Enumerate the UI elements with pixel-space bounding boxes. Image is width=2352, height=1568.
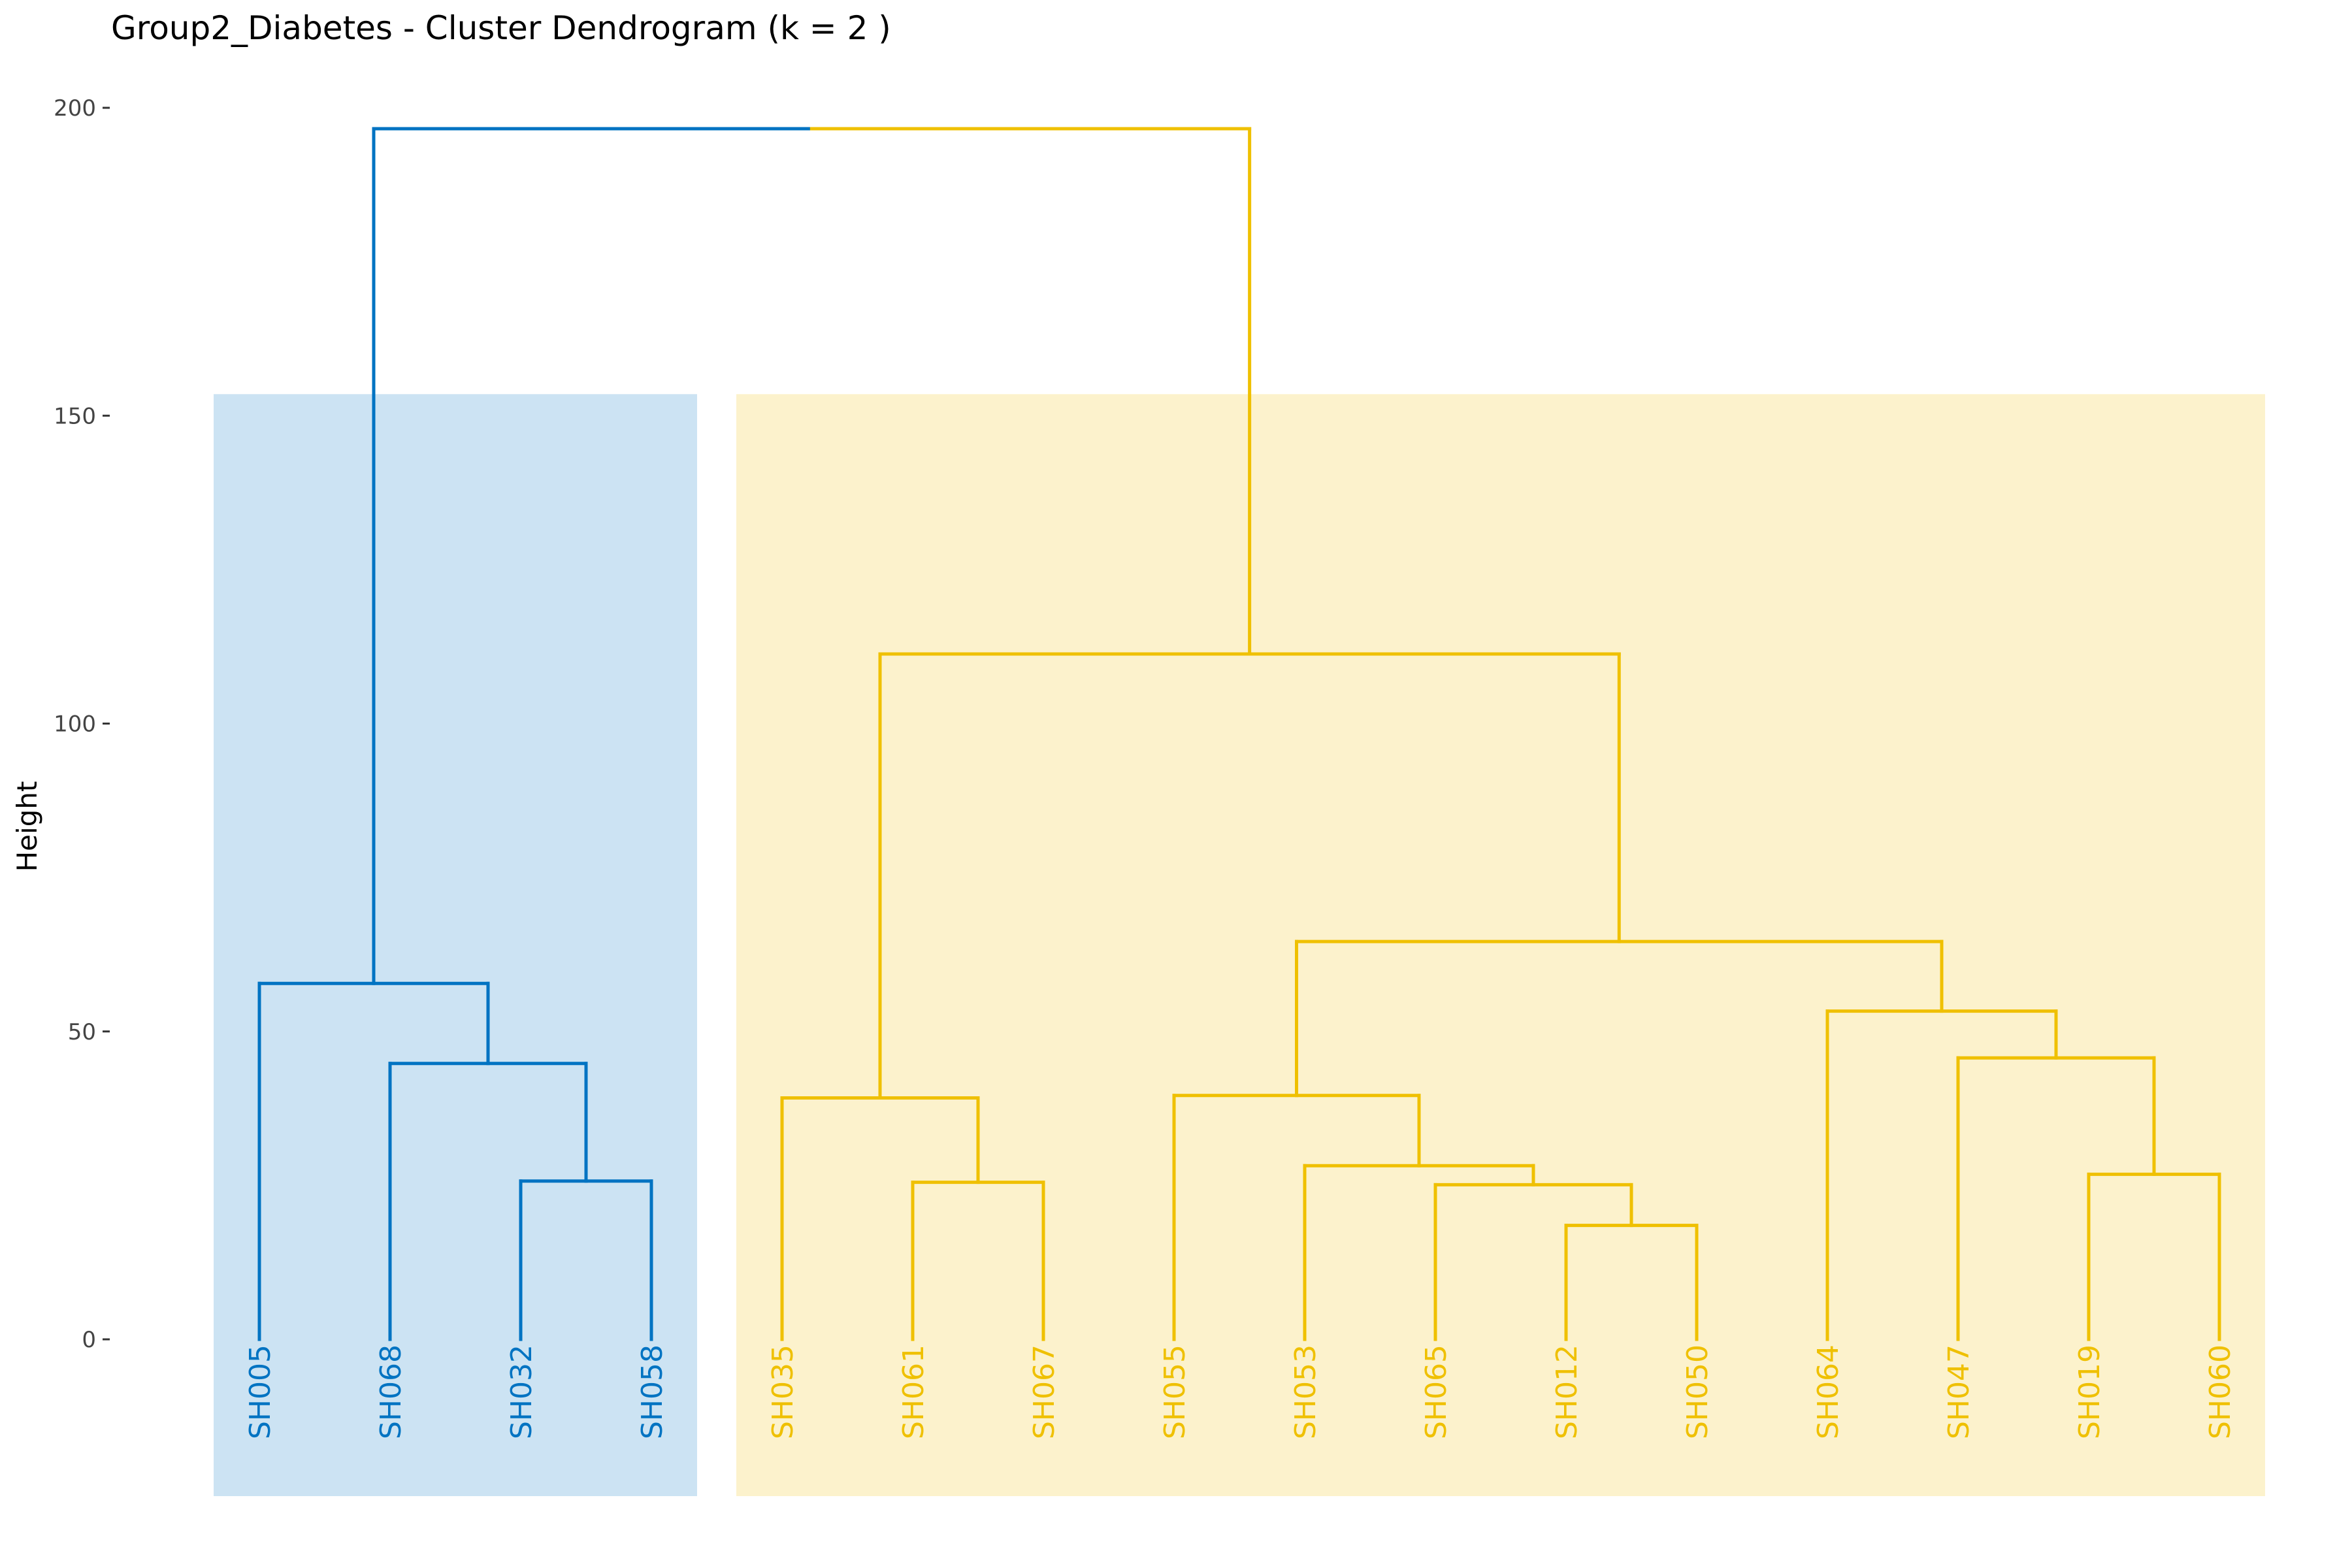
leaf-label-sh050: SH050 — [1681, 1345, 1714, 1439]
leaf-label-sh068: SH068 — [374, 1345, 408, 1439]
y-axis-label: Height — [11, 781, 43, 872]
leaf-label-sh012: SH012 — [1550, 1345, 1584, 1439]
dendrogram-branches — [257, 127, 2221, 1341]
leaf-label-sh061: SH061 — [897, 1345, 930, 1439]
leaf-label-sh005: SH005 — [244, 1345, 277, 1439]
y-axis: 0 50 100 150 200 — [54, 95, 110, 1353]
leaf-label-sh053: SH053 — [1289, 1345, 1322, 1439]
chart-title: Group2_Diabetes - Cluster Dendrogram (k … — [111, 9, 891, 47]
leaf-label-sh032: SH032 — [505, 1345, 538, 1439]
y-tick-label: 100 — [54, 711, 96, 738]
leaf-label-sh060: SH060 — [2204, 1345, 2237, 1439]
cluster-1-rect — [214, 394, 697, 1497]
y-tick-label: 150 — [54, 403, 96, 429]
leaf-label-sh047: SH047 — [1942, 1345, 1976, 1439]
leaf-label-sh067: SH067 — [1028, 1345, 1061, 1439]
y-tick-label: 200 — [54, 95, 96, 122]
leaf-label-sh035: SH035 — [766, 1345, 800, 1439]
leaf-label-sh065: SH065 — [1420, 1345, 1453, 1439]
y-tick-label: 0 — [82, 1327, 96, 1353]
leaf-labels: SH005 SH068 SH032 SH058 SH035 SH061 SH067 SH055… — [244, 1345, 2237, 1439]
leaf-label-sh064: SH064 — [1812, 1345, 1845, 1439]
cluster-rects — [214, 394, 2265, 1497]
cluster-2-rect — [736, 394, 2265, 1497]
leaf-label-sh019: SH019 — [2073, 1345, 2106, 1439]
y-tick-label: 50 — [68, 1019, 96, 1045]
leaf-label-sh055: SH055 — [1158, 1345, 1192, 1439]
leaf-label-sh058: SH058 — [636, 1345, 669, 1439]
